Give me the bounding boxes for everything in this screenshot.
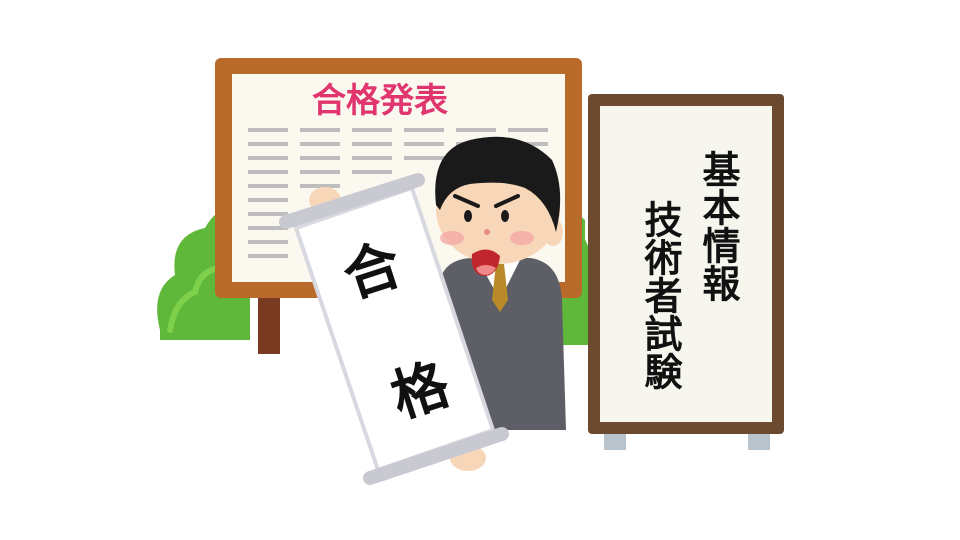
result-lines [248, 128, 548, 258]
left-eye [464, 210, 472, 222]
board-post [258, 290, 280, 354]
sign-column-2: 技術者試験 [638, 200, 683, 390]
scroll-top-rod [279, 173, 425, 229]
right-eye [501, 210, 509, 222]
scroll: 合 格 [279, 173, 509, 485]
tie [492, 264, 508, 312]
board-title: 合格発表 [312, 81, 448, 121]
sign-column-1: 基本情報 [696, 150, 740, 302]
exam-sign: 基本情報 技術者試験 [588, 94, 784, 450]
scroll-bottom-rod [363, 427, 509, 485]
hair [435, 136, 561, 232]
